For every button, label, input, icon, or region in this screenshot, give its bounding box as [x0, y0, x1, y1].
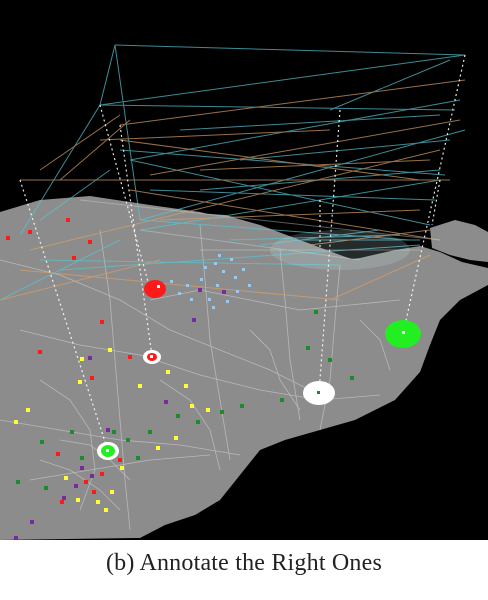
green-points [16, 310, 354, 490]
white-green-ring-icon[interactable] [97, 442, 119, 460]
red-points [6, 218, 132, 504]
anchor-connectors [19, 54, 466, 452]
network-links [0, 44, 466, 301]
anchor-markers[interactable] [97, 280, 421, 460]
white-circle-icon[interactable] [303, 381, 335, 405]
point-markers [6, 218, 354, 540]
3d-map-visualization[interactable] [0, 0, 488, 540]
yellow-points [14, 348, 210, 512]
white-red-ring-icon[interactable] [143, 350, 161, 364]
road-network [0, 224, 401, 531]
red-circle-icon[interactable] [144, 280, 166, 298]
grey-link-group [79, 199, 441, 261]
cyan-link-group [0, 44, 466, 301]
lightblue-points [170, 254, 251, 309]
purple-points [14, 288, 226, 540]
green-circle-icon[interactable] [385, 320, 421, 348]
land-east-island [430, 220, 488, 262]
orange-link-group [0, 79, 466, 301]
highlight-glow [270, 230, 410, 270]
figure-caption: (b) Annotate the Right Ones [105, 550, 383, 576]
land-mainland [0, 196, 488, 540]
